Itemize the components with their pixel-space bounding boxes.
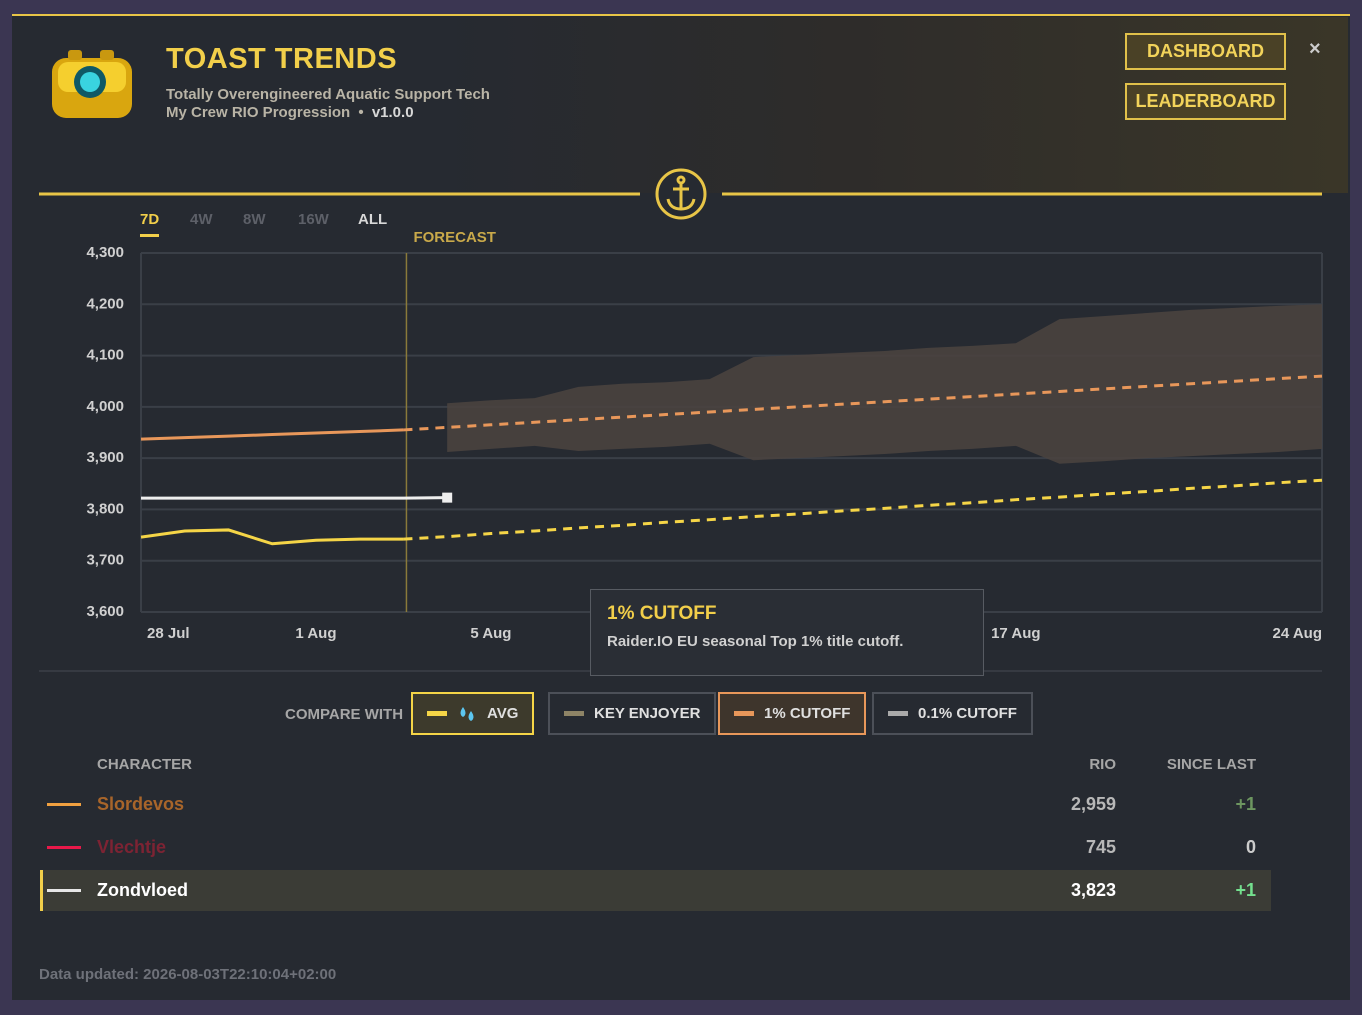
- series-line: [140, 428, 404, 441]
- header-rio: RIO: [1089, 756, 1116, 773]
- header-character: CHARACTER: [97, 756, 192, 773]
- compare-label: COMPARE WITH: [285, 706, 404, 723]
- x-tick-label: 28 Jul: [147, 625, 190, 642]
- y-tick-label: 3,800: [86, 500, 124, 517]
- since-last: 0: [1245, 837, 1256, 857]
- rio-score: 3,823: [1070, 880, 1116, 900]
- time-tab[interactable]: 8W: [243, 211, 266, 228]
- time-tab[interactable]: 7D: [140, 211, 160, 237]
- option-swatch: [734, 711, 754, 716]
- rio-score: 745: [1085, 837, 1116, 857]
- compare-option[interactable]: KEY ENJOYER: [548, 692, 717, 735]
- x-tick-label: 1 Aug: [295, 625, 336, 642]
- table-row[interactable]: Vlechtje 745 0: [40, 827, 1271, 868]
- y-tick-label: 4,200: [86, 295, 124, 312]
- x-tick-label: 5 Aug: [470, 625, 511, 642]
- row-swatch: [47, 846, 81, 849]
- compare-option[interactable]: AVG: [411, 692, 535, 735]
- series-line: [140, 528, 404, 546]
- y-tick-label: 3,600: [86, 603, 124, 620]
- y-tick-label: 4,000: [86, 398, 124, 415]
- time-tab[interactable]: 4W: [190, 211, 213, 228]
- dashboard-button[interactable]: DASHBOARD: [1125, 33, 1286, 70]
- option-swatch: [888, 711, 908, 716]
- y-tick-label: 4,300: [86, 244, 124, 261]
- tooltip: 1% CUTOFF Raider.IO EU seasonal Top 1% ti…: [590, 589, 984, 676]
- forecast-label: FORECAST: [413, 229, 496, 246]
- y-tick-label: 4,100: [86, 347, 124, 364]
- since-last: +1: [1235, 794, 1256, 814]
- option-swatch: [564, 711, 584, 716]
- rio-score: 2,959: [1070, 794, 1116, 814]
- end-marker: [442, 492, 453, 503]
- header-since-last: SINCE LAST: [1166, 756, 1256, 773]
- subline: My Crew RIO Progression • v1.0.0: [166, 104, 414, 121]
- series-line: [141, 496, 448, 500]
- footer: Data updated: 2026-08-03T22:10:04+02:00: [39, 966, 337, 983]
- option-label: 1% CUTOFF: [764, 705, 851, 722]
- row-swatch: [47, 803, 81, 806]
- since-last: +1: [1235, 880, 1256, 900]
- option-label: 0.1% CUTOFF: [918, 705, 1017, 722]
- close-button[interactable]: ×: [1309, 38, 1321, 60]
- option-label: KEY ENJOYER: [594, 705, 701, 722]
- compare-option[interactable]: 0.1% CUTOFF: [872, 692, 1033, 735]
- tooltip-text: Raider.IO EU seasonal Top 1% title cutof…: [607, 633, 904, 650]
- table-row[interactable]: Zondvloed 3,823 +1: [40, 870, 1271, 911]
- leaderboard-button[interactable]: LEADERBOARD: [1125, 83, 1286, 120]
- character-name: Slordevos: [97, 794, 185, 814]
- logo: [52, 50, 132, 118]
- x-tick-label: 17 Aug: [991, 625, 1040, 642]
- character-name: Vlechtje: [97, 837, 167, 857]
- tooltip-title: 1% CUTOFF: [607, 603, 717, 624]
- x-tick-label: 24 Aug: [1273, 625, 1322, 642]
- character-name: Zondvloed: [97, 880, 188, 900]
- separator-dot: •: [358, 104, 364, 121]
- version: v1.0.0: [371, 104, 414, 121]
- option-label: AVG: [487, 705, 519, 722]
- drop-icon: [460, 706, 474, 721]
- compare-option[interactable]: 1% CUTOFF: [718, 692, 867, 735]
- y-tick-label: 3,700: [86, 552, 124, 569]
- row-swatch: [47, 889, 81, 892]
- time-tab[interactable]: ALL: [358, 211, 388, 228]
- app-title: TOAST TRENDS: [166, 43, 398, 75]
- forecast-band: [447, 304, 1322, 464]
- table-row[interactable]: Slordevos 2,959 +1: [40, 784, 1271, 825]
- y-tick-label: 3,900: [86, 449, 124, 466]
- option-swatch: [427, 711, 447, 716]
- anchor-icon: [666, 175, 696, 211]
- subline-text: My Crew RIO Progression: [166, 104, 351, 121]
- time-tab[interactable]: 16W: [298, 211, 329, 228]
- subtitle: Totally Overengineered Aquatic Support T…: [166, 86, 490, 103]
